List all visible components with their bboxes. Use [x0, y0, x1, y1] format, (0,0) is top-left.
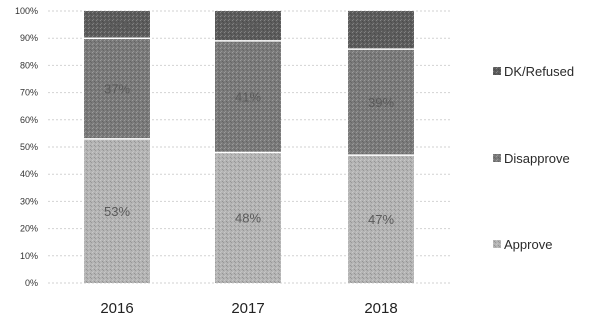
legend-swatch-texture: [493, 240, 501, 248]
legend-item: Disapprove: [493, 151, 570, 166]
x-category-label: 2016: [100, 300, 133, 317]
bar-segment-dk-refused-texture: [215, 11, 281, 41]
data-label: 48%: [235, 211, 261, 226]
y-tick-label: 60%: [20, 115, 38, 125]
data-label: 37%: [104, 82, 130, 97]
x-axis: 2016 2017 2018: [100, 300, 397, 317]
legend-label: Disapprove: [504, 151, 570, 166]
y-axis: 0% 10% 20% 30% 40% 50% 60% 70% 80% 90% 100%: [15, 6, 38, 288]
bar-segment-approve-texture: [215, 152, 281, 283]
legend-swatch-texture: [493, 67, 501, 75]
data-label: 10%: [104, 18, 130, 33]
y-tick-label: 80%: [20, 60, 38, 70]
y-tick-label: 40%: [20, 169, 38, 179]
y-tick-label: 70%: [20, 88, 38, 98]
data-label: 47%: [368, 212, 394, 227]
y-tick-label: 30%: [20, 196, 38, 206]
y-tick-label: 20%: [20, 224, 38, 234]
data-label: 11%: [235, 19, 260, 34]
legend-label: Approve: [504, 237, 552, 252]
bar-segment-disapprove-texture: [84, 38, 150, 139]
data-label: 53%: [104, 204, 130, 219]
bar-segment-disapprove-texture: [348, 49, 414, 156]
y-tick-label: 90%: [20, 33, 38, 43]
bar-segment-approve-texture: [348, 155, 414, 283]
x-category-label: 2017: [231, 300, 264, 317]
bars: 53% 37% 10% 48% 41% 11% 47% 39% 14%: [84, 11, 414, 283]
legend-item: Approve: [493, 237, 552, 252]
data-label: 14%: [368, 23, 394, 38]
data-label: 39%: [368, 95, 394, 110]
legend-label: DK/Refused: [504, 64, 574, 79]
data-label: 41%: [235, 90, 261, 105]
bar-segment-dk-refused-texture: [348, 11, 414, 50]
legend: DK/Refused Disapprove Approve: [493, 64, 574, 252]
legend-item: DK/Refused: [493, 64, 574, 79]
y-tick-label: 50%: [20, 142, 38, 152]
y-tick-label: 100%: [15, 6, 38, 16]
bar-segment-approve-texture: [84, 138, 150, 283]
y-tick-label: 0%: [25, 278, 38, 288]
x-category-label: 2018: [364, 300, 397, 317]
bar-segment-disapprove-texture: [215, 40, 281, 153]
bar-segment-dk-refused-texture: [84, 11, 150, 39]
y-tick-label: 10%: [20, 251, 38, 261]
legend-swatch-texture: [493, 154, 501, 162]
